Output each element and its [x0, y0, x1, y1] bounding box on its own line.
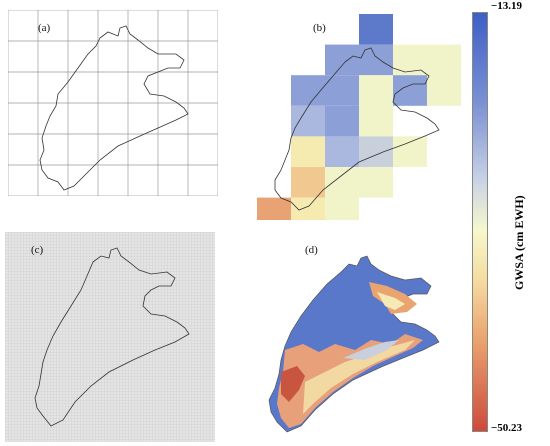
gwsa-cell — [325, 44, 359, 76]
panel-a-label: (a) — [38, 22, 51, 34]
colorbar-title: GWSA (cm EWH) — [512, 195, 526, 290]
gwsa-cell — [325, 197, 359, 220]
gwsa-cell — [393, 136, 427, 167]
panel-b-coarse-gwsa: (b) — [255, 10, 465, 220]
panel-a-coarse-grid: (a) — [8, 10, 218, 196]
colorbar-min-label: −50.23 — [491, 422, 523, 434]
gray-band — [343, 340, 399, 360]
gwsa-cell — [291, 136, 325, 167]
gwsa-cell — [291, 105, 325, 137]
gwsa-cell — [291, 167, 325, 198]
cream-north — [377, 292, 405, 310]
boundary-outline — [274, 47, 440, 211]
gwsa-cell — [359, 167, 393, 198]
panel-b-label: (b) — [313, 22, 326, 34]
panel-b-svg — [257, 14, 461, 220]
gwsa-cell — [359, 14, 393, 45]
gwsa-cell — [325, 75, 359, 106]
colorbar-title-wrap: GWSA (cm EWH) — [494, 160, 550, 300]
gwsa-cell — [325, 167, 359, 198]
yellow-band — [303, 340, 415, 414]
gwsa-cell — [325, 105, 359, 137]
gwsa-cell — [359, 75, 393, 106]
gwsa-cell — [257, 197, 291, 220]
panel-c-svg — [5, 232, 215, 442]
boundary-outline — [34, 247, 190, 427]
colorbar-max-label: −13.19 — [491, 0, 523, 12]
panel-c-label: (c) — [31, 244, 44, 256]
red-patch — [281, 366, 305, 402]
gwsa-cell — [393, 75, 427, 106]
panel-d-svg — [268, 255, 440, 433]
gwsa-cell — [427, 44, 461, 76]
gwsa-cell — [291, 75, 325, 106]
panel-d-downscaled-gwsa: (d) — [245, 232, 475, 442]
colorbar — [472, 12, 488, 432]
panel-d-label: (d) — [305, 244, 318, 256]
gwsa-cell — [359, 136, 393, 167]
gwsa-cell — [359, 44, 393, 76]
panel-a-svg — [8, 10, 218, 196]
panel-c-fine-grid: (c) — [5, 232, 215, 442]
gwsa-cell — [359, 105, 393, 137]
gwsa-cell — [325, 136, 359, 167]
gwsa-cell — [291, 197, 325, 220]
gwsa-cell — [427, 75, 461, 106]
boundary-outline — [39, 25, 189, 191]
